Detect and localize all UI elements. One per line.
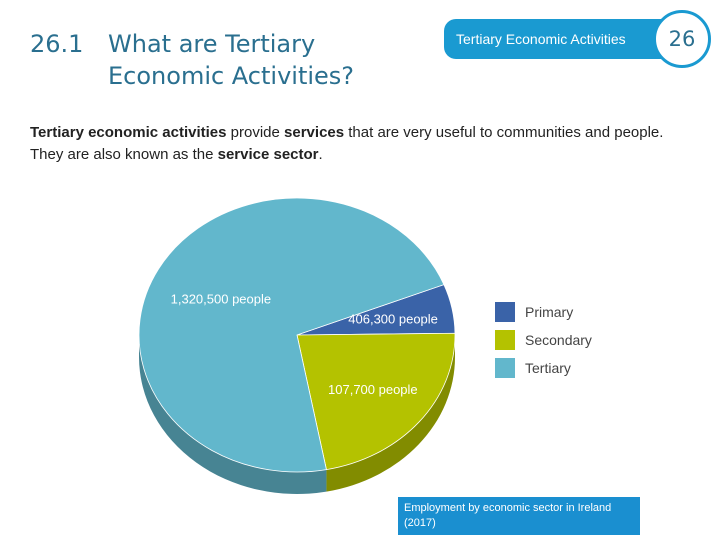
legend-swatch-tertiary [495,358,515,378]
pie-side-tertiary [139,335,327,494]
legend-label-tertiary: Tertiary [525,360,571,376]
slice-label-tertiary: 1,320,500 people [171,292,271,307]
intro-text-1: provide [226,124,285,141]
intro-text-2: that are very useful to communities and … [30,124,664,163]
legend-label-primary: Primary [525,304,573,320]
pie-slice-tertiary [138,197,445,473]
page-title: What are Tertiary Economic Activities? [108,30,355,90]
chapter-banner: Tertiary Economic Activities [444,19,666,59]
chapter-banner-label: Tertiary Economic Activities [456,31,626,47]
slice-label-secondary: 107,700 people [328,382,418,397]
intro-services: services [284,124,345,141]
pie-side-secondary [326,335,455,492]
intro-paragraph: Tertiary economic activities provide ser… [30,122,680,166]
intro-term: Tertiary economic activities [30,124,227,141]
chart-caption: Employment by economic sector in Ireland… [398,497,640,535]
slice-label-primary: 406,300 people [348,312,438,327]
intro-service-sector: service sector [217,146,319,163]
legend-label-secondary: Secondary [525,332,592,348]
pie-slice-secondary [296,332,456,471]
section-number: 26.1 [30,30,84,58]
chapter-badge: 26 [653,10,711,68]
legend-swatch-secondary [495,330,515,350]
legend-swatch-primary [495,302,515,322]
intro-text-3: . [318,146,323,163]
